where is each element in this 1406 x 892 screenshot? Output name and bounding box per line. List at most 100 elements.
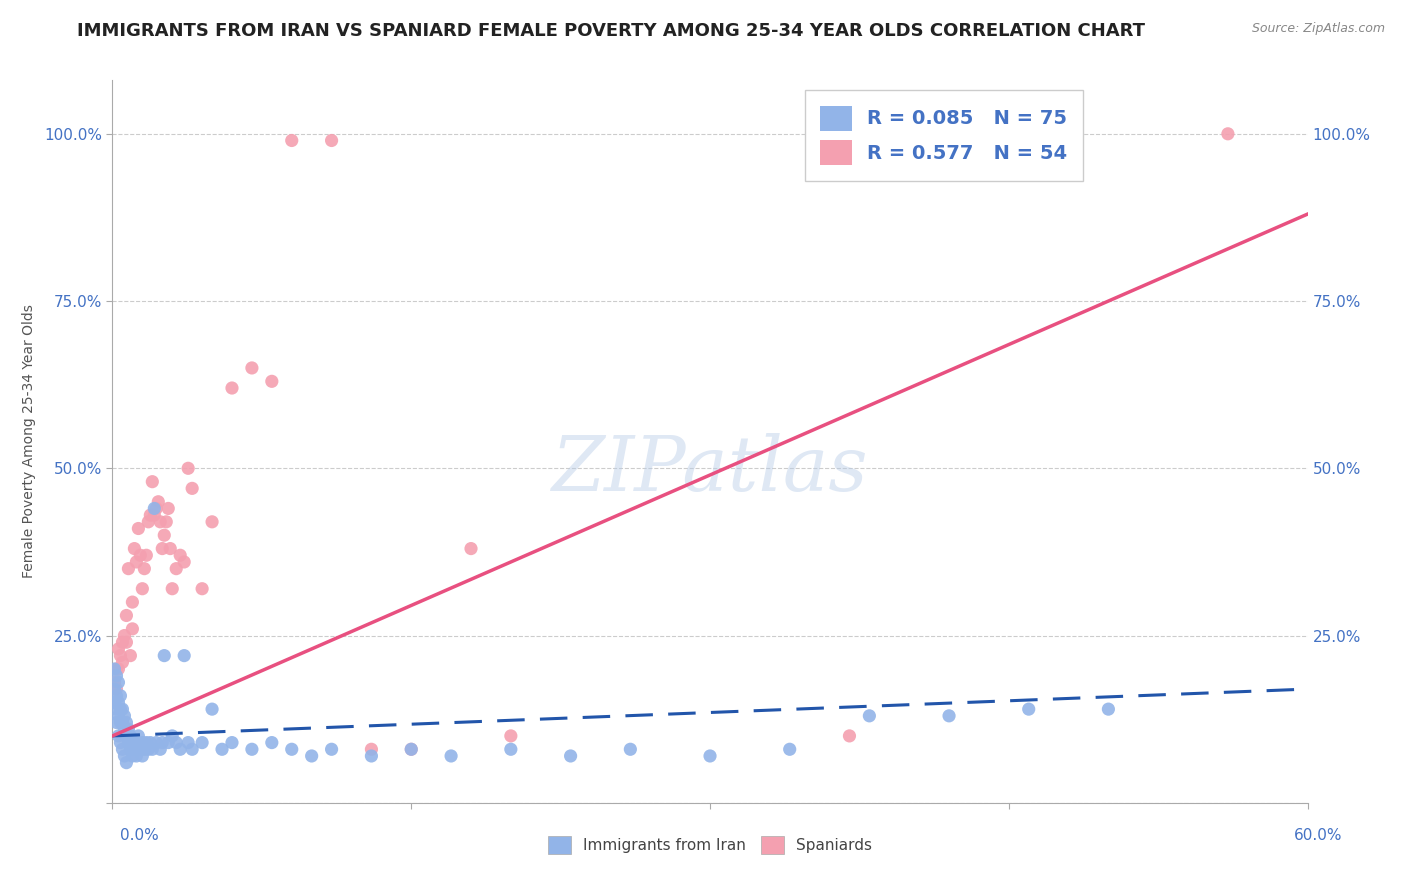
Point — [121, 735, 143, 749]
Point — [127, 729, 149, 743]
Point — [103, 681, 125, 696]
Point — [1097, 702, 1119, 716]
Point — [181, 742, 204, 756]
Point — [111, 742, 134, 756]
Point — [131, 749, 153, 764]
Text: IMMIGRANTS FROM IRAN VS SPANIARD FEMALE POVERTY AMONG 25-34 YEAR OLDS CORRELATIO: IMMIGRANTS FROM IRAN VS SPANIARD FEMALE … — [77, 22, 1146, 40]
Point — [120, 729, 142, 743]
Point — [129, 742, 152, 756]
Point — [779, 742, 801, 756]
Point — [619, 742, 641, 756]
Point — [260, 735, 283, 749]
Point — [360, 742, 382, 756]
Point — [121, 749, 143, 764]
Point — [115, 608, 138, 623]
Point — [560, 749, 582, 764]
Point — [201, 702, 224, 716]
Point — [191, 582, 214, 596]
Point — [107, 675, 129, 690]
Point — [138, 515, 160, 529]
Point — [165, 735, 187, 749]
Point — [117, 723, 139, 737]
Point — [129, 548, 152, 563]
Point — [150, 735, 173, 749]
Point — [115, 756, 138, 770]
Point — [149, 742, 172, 756]
Point — [211, 742, 233, 756]
Point — [240, 742, 263, 756]
Point — [138, 742, 160, 756]
Point — [173, 555, 195, 569]
Point — [1216, 127, 1239, 141]
Point — [139, 735, 162, 749]
Point — [173, 648, 195, 663]
Point — [177, 735, 200, 749]
Point — [114, 708, 135, 723]
Point — [114, 628, 135, 642]
Point — [105, 669, 128, 683]
Point — [114, 749, 135, 764]
Point — [105, 689, 128, 703]
Point — [321, 134, 343, 148]
Point — [107, 662, 129, 676]
Point — [162, 582, 183, 596]
Point — [134, 562, 156, 576]
Point — [105, 662, 128, 676]
Point — [115, 729, 138, 743]
Point — [115, 635, 138, 649]
Point — [127, 521, 149, 535]
Point — [114, 723, 135, 737]
Point — [858, 708, 880, 723]
Point — [145, 501, 167, 516]
Point — [150, 541, 173, 556]
Point — [281, 134, 304, 148]
Point — [699, 749, 721, 764]
Point — [107, 729, 129, 743]
Point — [148, 494, 170, 508]
Point — [440, 749, 463, 764]
Point — [153, 528, 176, 542]
Point — [165, 562, 187, 576]
Text: ZIPatlas: ZIPatlas — [551, 434, 869, 508]
Point — [105, 702, 128, 716]
Point — [157, 735, 180, 749]
Y-axis label: Female Poverty Among 25-34 Year Olds: Female Poverty Among 25-34 Year Olds — [21, 304, 35, 579]
Point — [111, 655, 134, 669]
Point — [115, 715, 138, 730]
Point — [240, 361, 263, 376]
Point — [107, 696, 129, 710]
Point — [838, 729, 860, 743]
Point — [321, 742, 343, 756]
Point — [281, 742, 304, 756]
Point — [181, 482, 204, 496]
Point — [135, 735, 157, 749]
Text: Source: ZipAtlas.com: Source: ZipAtlas.com — [1251, 22, 1385, 36]
Point — [121, 622, 143, 636]
Point — [125, 749, 148, 764]
Point — [110, 735, 132, 749]
Point — [938, 708, 960, 723]
Point — [141, 742, 163, 756]
Point — [125, 735, 148, 749]
Point — [110, 702, 132, 716]
Point — [177, 461, 200, 475]
Point — [117, 735, 139, 749]
Point — [858, 127, 880, 141]
Point — [401, 742, 423, 756]
Point — [103, 675, 125, 690]
Point — [111, 702, 134, 716]
Point — [105, 681, 128, 696]
Point — [125, 555, 148, 569]
Point — [110, 715, 132, 730]
Point — [162, 729, 183, 743]
Point — [169, 742, 191, 756]
Point — [460, 541, 482, 556]
Point — [360, 749, 382, 764]
Point — [153, 648, 176, 663]
Point — [110, 648, 132, 663]
Point — [260, 375, 283, 389]
Point — [131, 582, 153, 596]
Point — [157, 501, 180, 516]
Legend: R = 0.085   N = 75, R = 0.577   N = 54: R = 0.085 N = 75, R = 0.577 N = 54 — [804, 90, 1083, 181]
Point — [124, 541, 146, 556]
